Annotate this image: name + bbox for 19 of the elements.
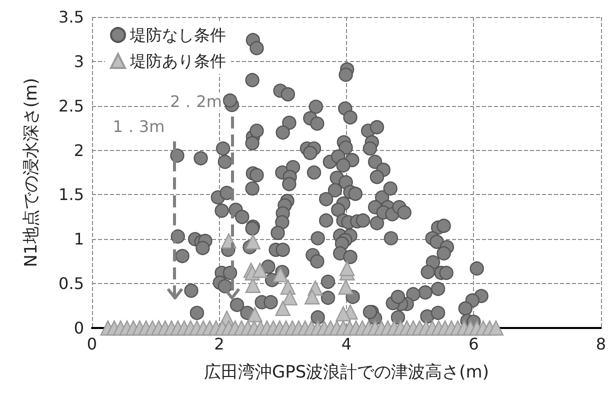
y-tick-label: 1 bbox=[74, 230, 84, 249]
x-tick-label: 6 bbox=[468, 334, 479, 354]
y-axis-title: N1地点での浸水深さ(m) bbox=[22, 78, 42, 268]
ref-line-label: 2．2m bbox=[170, 92, 222, 112]
y-tick-label: 3.5 bbox=[58, 8, 84, 26]
legend-label: 堤防なし条件 bbox=[129, 26, 226, 44]
y-tick-label: 1.5 bbox=[58, 185, 84, 204]
x-tick-label: 8 bbox=[596, 334, 606, 354]
y-tick-label: 3 bbox=[74, 52, 84, 71]
ref-line-label: 1．3m bbox=[112, 116, 165, 136]
legend-label: 堤防あり条件 bbox=[129, 52, 226, 70]
y-tick-label: 2.5 bbox=[58, 96, 84, 116]
x-tick-label: 4 bbox=[341, 334, 352, 354]
y-tick-label: 2 bbox=[74, 140, 84, 160]
x-tick-label: 0 bbox=[86, 334, 98, 354]
x-axis-title: 広田湾沖GPS波浪計での津波高さ(m) bbox=[204, 362, 489, 382]
y-tick-label: 0.5 bbox=[58, 274, 84, 294]
y-tick-label: 0 bbox=[74, 318, 84, 338]
x-tick-label: 2 bbox=[214, 334, 224, 354]
